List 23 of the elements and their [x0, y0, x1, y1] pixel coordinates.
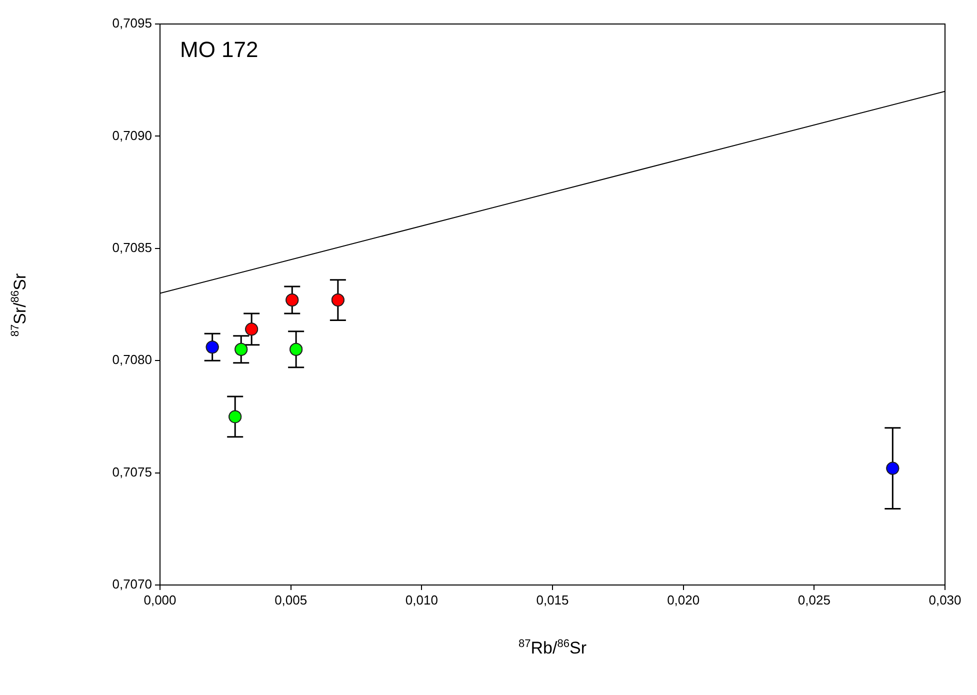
x-tick-label: 0,030	[928, 592, 962, 608]
y-tick-label: 0,7090	[112, 128, 152, 143]
x-tick-label: 0,015	[536, 592, 569, 608]
x-tick-label: 0,000	[144, 592, 176, 608]
point	[886, 462, 900, 475]
x-axis-title: $^{87}$Rb/$^{86}$Sr	[517, 638, 588, 659]
point	[286, 294, 299, 307]
point	[228, 410, 242, 424]
x-tick-label: 0,005	[274, 592, 308, 608]
x-tick-label: 0,020	[667, 592, 700, 608]
x-tick-label: 0,010	[405, 592, 438, 608]
y-tick-label: 0,7085	[112, 240, 152, 255]
point	[245, 322, 258, 336]
x-tick-label: 0,025	[798, 592, 830, 608]
y-tick-label: 0,7070	[112, 576, 152, 592]
point	[290, 342, 303, 356]
annotation: MO 172	[180, 37, 258, 62]
point	[234, 342, 248, 356]
point	[331, 294, 344, 307]
y-tick-label: 0,7075	[112, 464, 152, 480]
point	[206, 340, 219, 354]
y-tick-label: 0,7080	[112, 352, 152, 368]
y-tick-label: 0,7095	[112, 16, 152, 31]
